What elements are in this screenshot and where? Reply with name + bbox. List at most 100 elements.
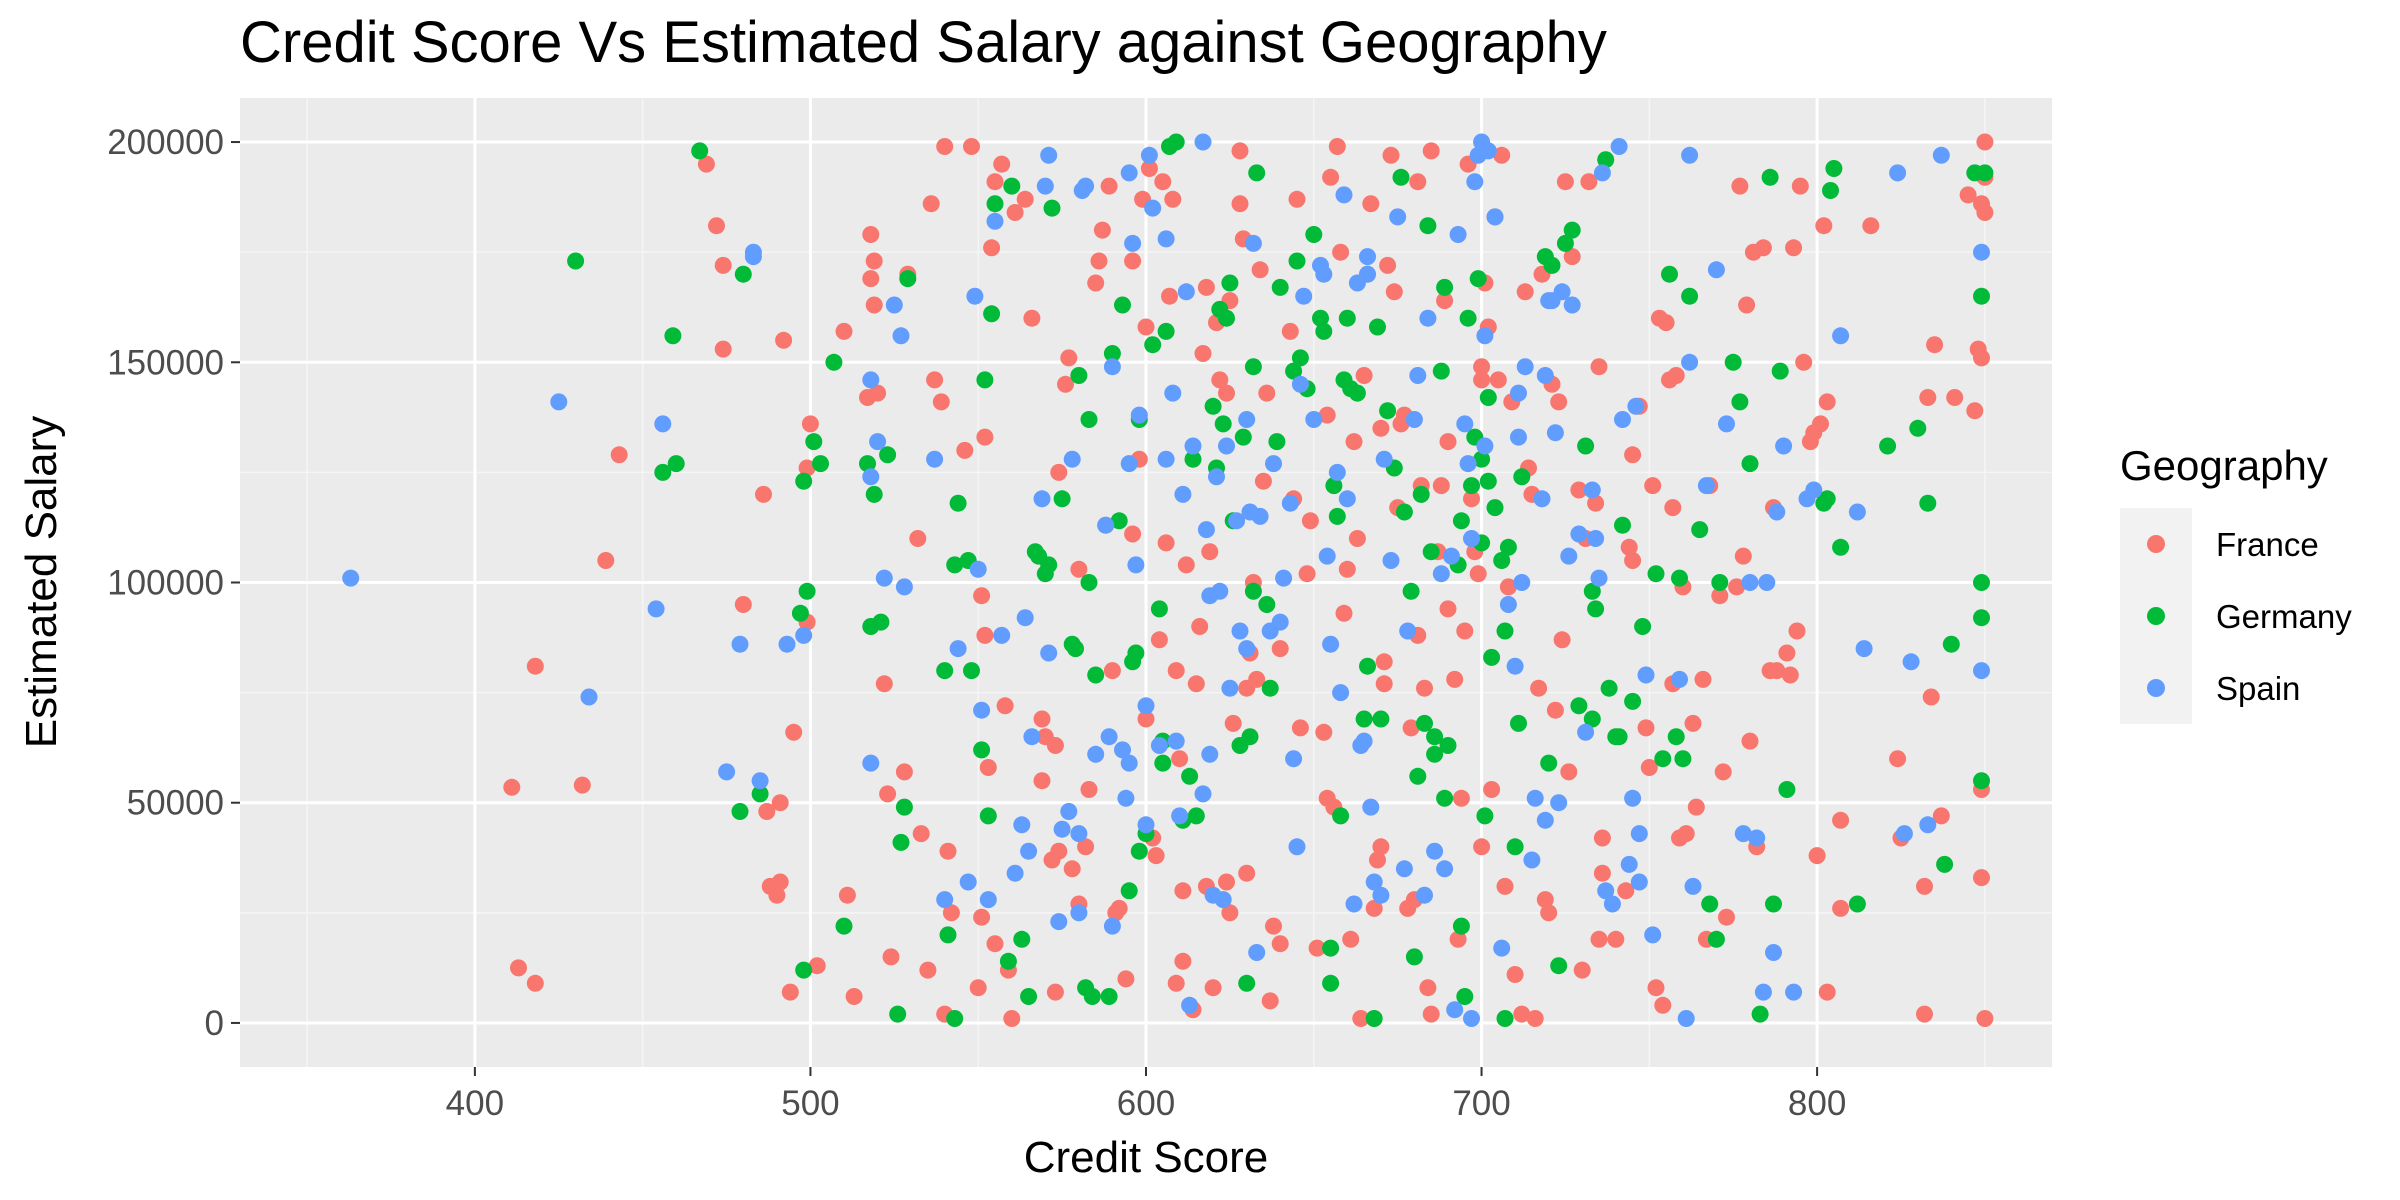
point-germany [1771,362,1789,380]
point-spain [1332,684,1350,702]
point-germany [1483,648,1501,666]
legend-title: Geography [2120,442,2328,489]
point-germany [1510,714,1527,732]
chart-title: Credit Score Vs Estimated Salary against… [240,10,1607,75]
point-france [1375,653,1393,671]
point-spain [1630,873,1648,891]
point-france [503,778,521,796]
point-germany [1426,728,1444,746]
point-france [1439,433,1457,451]
point-spain [1684,877,1702,895]
point-germany [1496,622,1514,640]
y-axis-title: Estimated Salary [17,416,66,749]
point-germany [1167,133,1185,151]
point-france [768,886,786,904]
point-spain [1167,732,1185,750]
point-france [1218,873,1235,891]
point-france [1530,679,1548,697]
data-points [342,133,1994,1027]
point-france [1473,838,1491,856]
point-spain [1194,133,1212,151]
legend-key-france [2147,535,2165,553]
legend: Geography France Germany Spain [2120,442,2352,724]
point-germany [1577,437,1595,455]
point-germany [1647,565,1665,583]
point-france [1338,560,1356,578]
point-germany [1456,988,1474,1005]
point-spain [1775,437,1793,455]
point-france [1516,283,1534,301]
point-france [942,904,960,922]
point-france [1382,146,1400,164]
point-germany [1942,635,1960,653]
point-germany [1013,930,1031,948]
point-france [1788,622,1806,640]
point-france [1449,930,1467,948]
point-france [838,886,856,904]
point-germany [798,582,816,600]
point-germany [1405,948,1423,966]
point-germany [1419,217,1437,235]
point-france [1365,899,1383,917]
point-spain [1748,829,1766,847]
point-spain [993,626,1011,644]
point-france [1815,217,1833,235]
point-spain [1587,530,1605,547]
point-france [1197,278,1215,296]
point-france [1862,217,1880,235]
point-spain [654,415,672,433]
point-spain [1322,635,1340,653]
point-spain [1023,728,1041,746]
point-spain [1459,455,1477,473]
point-france [1570,481,1588,499]
point-germany [1634,618,1652,635]
point-germany [889,1005,907,1023]
point-france [1607,930,1625,948]
y-tick-label: 200000 [107,123,224,162]
point-spain [1432,565,1450,583]
point-spain [1114,741,1131,759]
point-germany [825,353,843,371]
point-spain [1681,353,1699,371]
point-germany [1043,199,1061,217]
point-france [1187,675,1205,693]
y-tick-label: 100000 [107,564,224,603]
point-france [1593,829,1611,847]
point-france [882,948,900,966]
point-spain [1382,552,1400,569]
point-germany [983,305,1001,323]
point-france [1124,525,1142,543]
point-spain [1593,164,1611,182]
point-germany [1127,644,1145,662]
point-spain [1426,842,1444,860]
point-france [1103,662,1121,680]
point-france [1469,565,1487,583]
point-spain [1218,437,1235,455]
point-france [973,908,991,926]
point-germany [1778,781,1796,798]
point-spain [1889,164,1907,182]
point-germany [1402,582,1420,600]
point-france [801,415,819,433]
point-germany [1479,389,1497,406]
point-germany [751,785,769,803]
point-germany [1083,988,1101,1005]
point-germany [1597,151,1615,169]
point-germany [1674,750,1692,768]
point-spain [969,560,987,578]
point-spain [1463,1010,1480,1027]
point-france [1624,446,1642,464]
point-germany [1285,362,1303,380]
point-germany [1610,728,1628,746]
point-france [1728,578,1746,596]
point-france [1620,538,1638,556]
point-spain [1476,437,1494,455]
point-spain [1389,208,1407,226]
point-france [1754,239,1772,257]
point-spain [1164,384,1182,402]
point-france [1959,186,1977,204]
point-germany [1513,468,1531,486]
point-spain [1060,803,1078,820]
point-germany [1973,574,1990,591]
point-germany [1288,252,1306,270]
